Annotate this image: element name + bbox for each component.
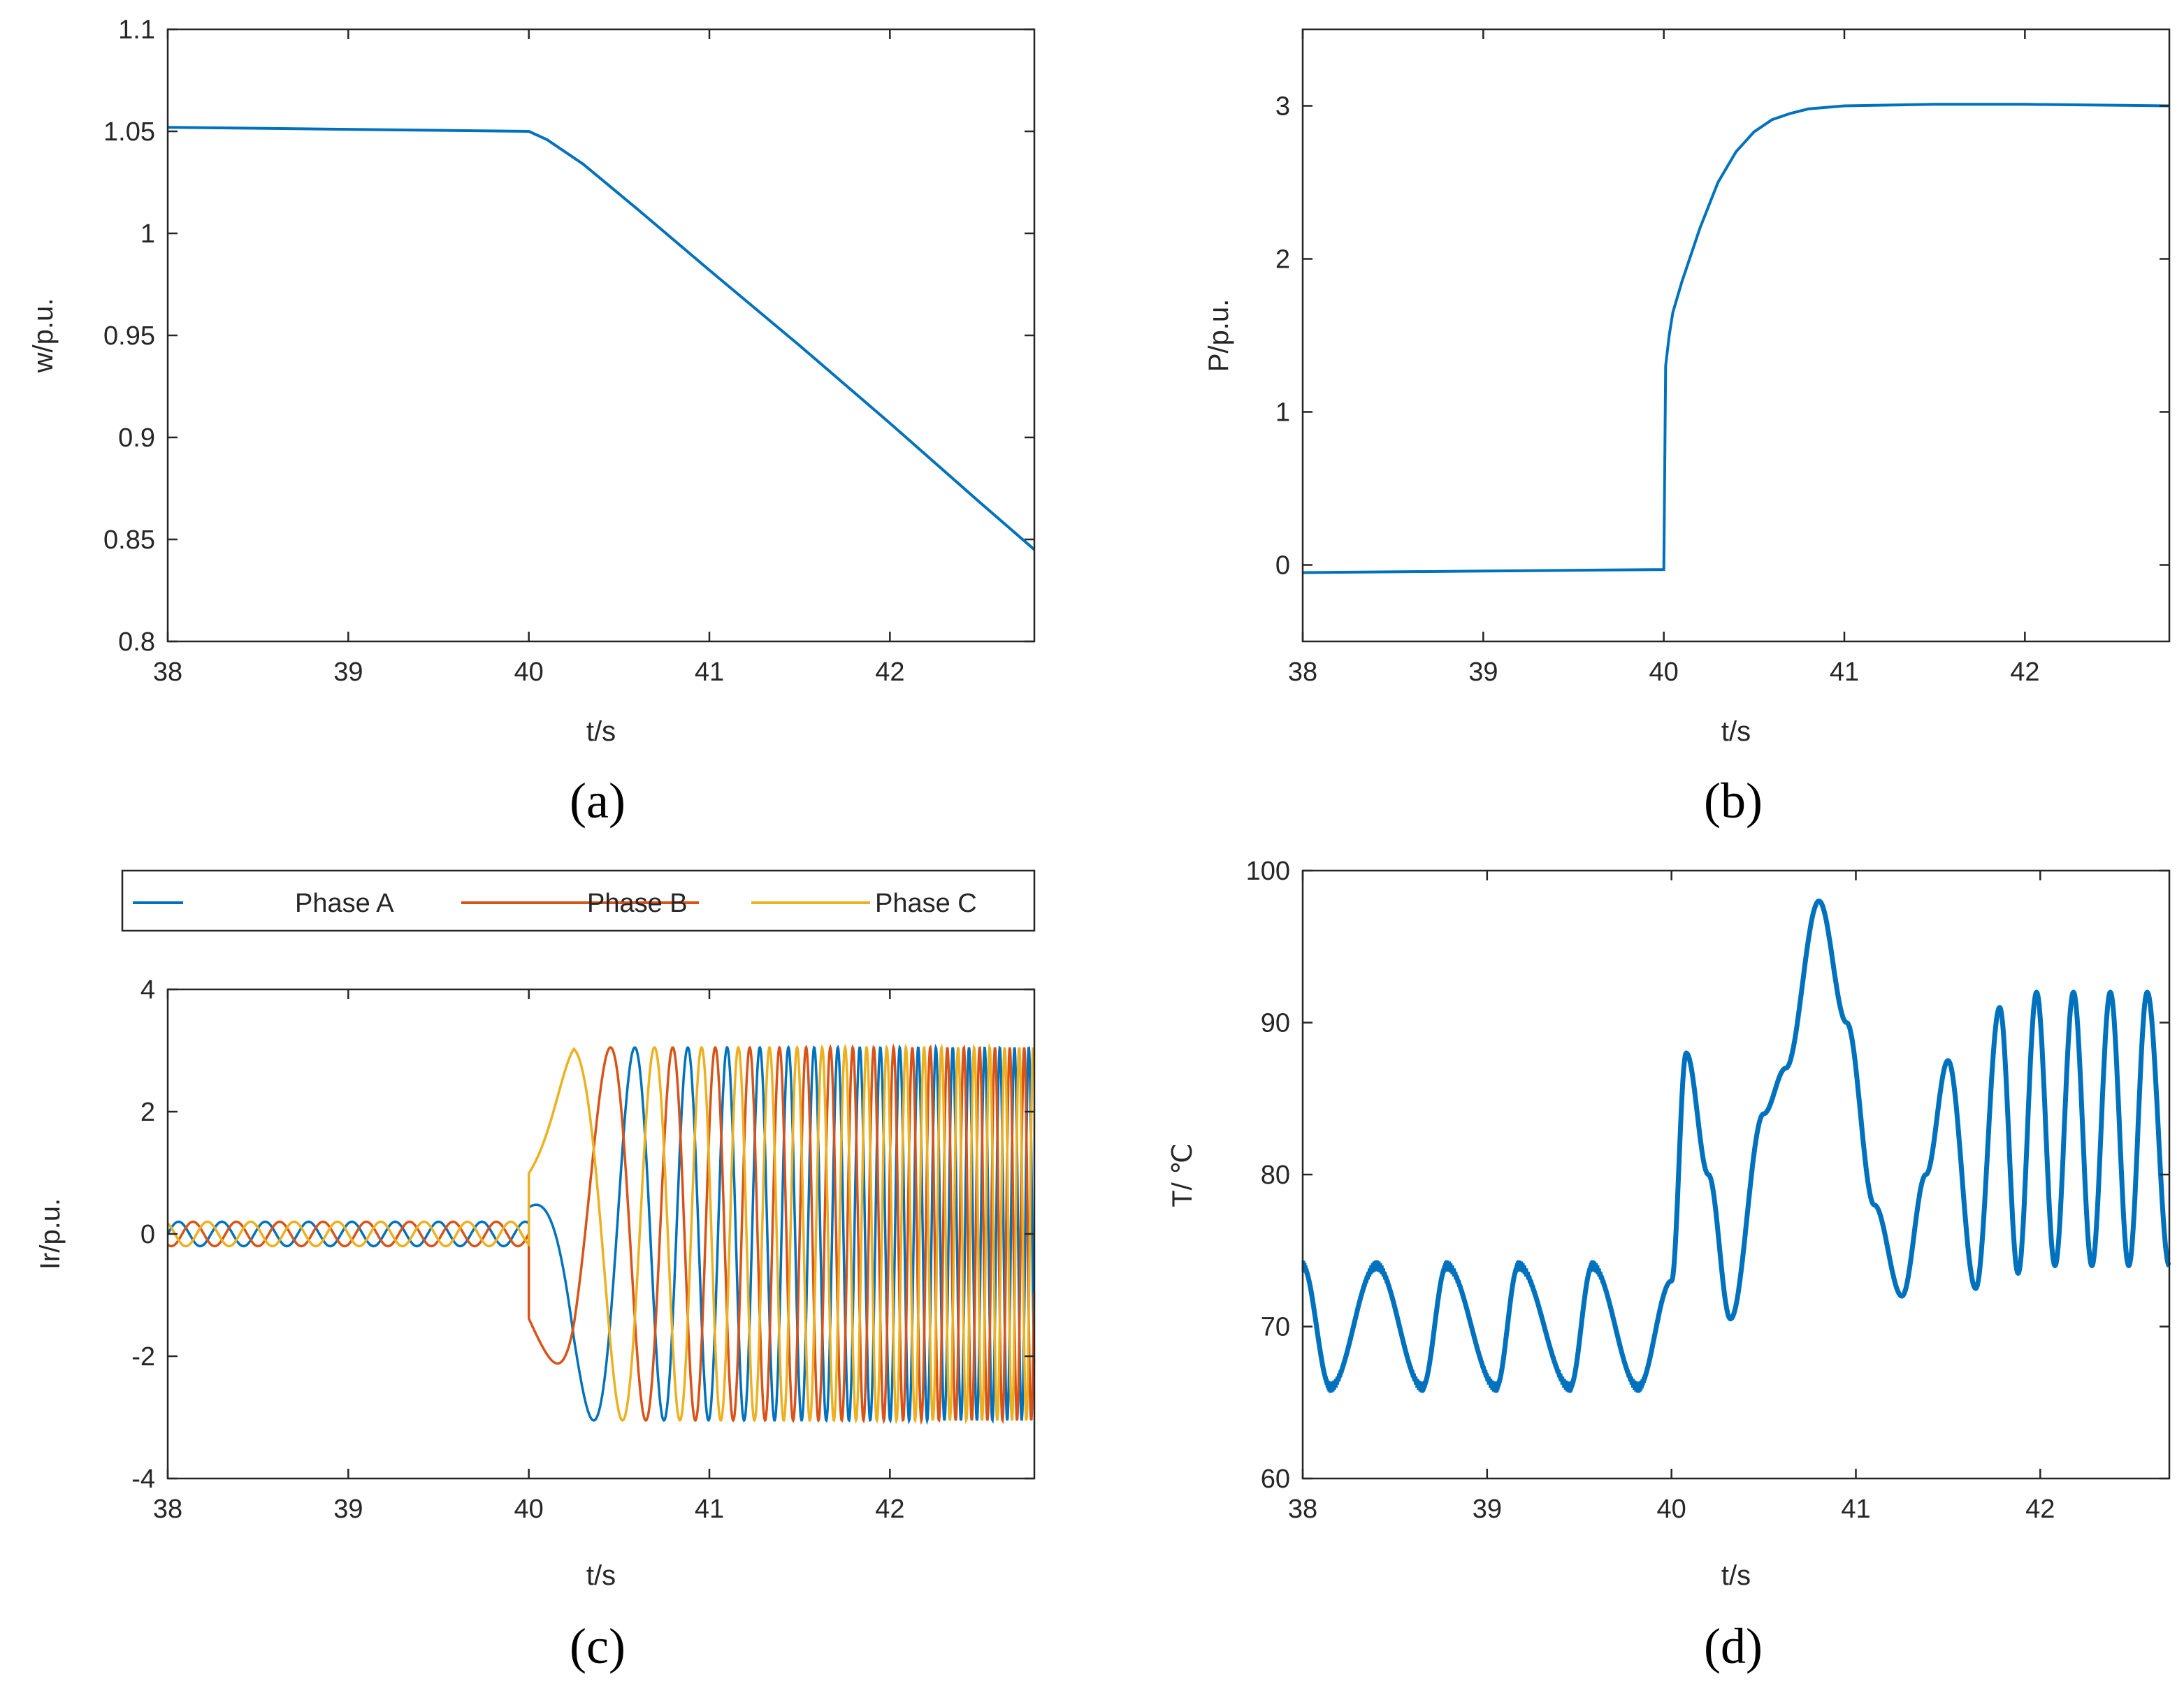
panel-d-axes-box — [1301, 869, 2171, 1480]
y-tick-label: 60 — [1261, 1465, 1290, 1494]
y-tick-label: 70 — [1261, 1313, 1290, 1342]
x-tick-label: 39 — [1468, 658, 1498, 687]
panel-c: Phase A Phase B Phase C 38 39 40 41 42 -4 -2 0 2… — [35, 869, 1036, 1674]
panel-b-marks — [1302, 103, 2170, 574]
panel-c-ylabel: Ir/p.u. — [35, 1198, 66, 1270]
x-tick-label: 41 — [695, 658, 724, 687]
x-tick-label: 42 — [875, 1495, 904, 1524]
x-tick-label: 38 — [1288, 1495, 1317, 1524]
series-line-phase-c — [166, 1042, 1036, 1425]
y-tick-label: 80 — [1261, 1161, 1290, 1190]
panel-b-ylabel: P/p.u. — [1203, 299, 1234, 372]
panel-a-ylabel: w/p.u. — [28, 298, 59, 374]
y-tick-label: 0.95 — [103, 321, 155, 351]
y-tick-label: 0 — [140, 1220, 155, 1249]
panel-c-legend: Phase A Phase B Phase C — [121, 869, 1036, 932]
panel-b-axes-box — [1301, 28, 2171, 643]
legend-phase-a-label: Phase A — [295, 889, 394, 918]
panel-b-xlabel: t/s — [1721, 716, 1751, 747]
panel-b-caption: (b) — [1704, 773, 1763, 829]
panel-c-xlabel: t/s — [586, 1560, 616, 1591]
x-tick-label: 38 — [1288, 658, 1317, 687]
x-tick-label: 40 — [1657, 1495, 1686, 1524]
series-noise-band — [1301, 1260, 1663, 1393]
x-tick-label: 38 — [153, 1495, 182, 1524]
y-tick-label: 2 — [1275, 245, 1290, 275]
panel-d-xlabel: t/s — [1721, 1560, 1751, 1591]
x-tick-label: 41 — [1830, 658, 1859, 687]
panel-d: 38 39 40 41 42 60 70 80 90 100 t/s T/ ℃ (d) — [1167, 857, 2171, 1674]
panel-c-ticks: 38 39 40 41 42 -4 -2 0 2 4 — [131, 975, 1034, 1524]
x-tick-label: 40 — [514, 658, 544, 687]
panel-a-axes-box — [166, 28, 1036, 643]
x-tick-label: 39 — [333, 658, 363, 687]
panel-b-ticks: 38 39 40 41 42 0 1 2 3 — [1275, 29, 2169, 687]
series-line — [167, 126, 1036, 551]
x-tick-label: 41 — [1841, 1495, 1870, 1524]
y-tick-label: 1.1 — [118, 15, 155, 45]
y-tick-label: 1 — [140, 219, 155, 249]
series-line — [1301, 899, 2171, 1390]
y-tick-label: -2 — [131, 1342, 155, 1372]
y-tick-label: 0.85 — [103, 525, 155, 555]
x-tick-label: 39 — [1473, 1495, 1502, 1524]
x-tick-label: 41 — [695, 1495, 724, 1524]
panel-a-ticks: 38 39 40 41 42 0.8 0.85 0.9 0.95 1 1.05 1.1 — [103, 15, 1034, 687]
panel-d-marks — [1301, 899, 2171, 1393]
series-line — [1302, 103, 2170, 574]
series-line-phase-b — [166, 1043, 1036, 1425]
panel-a-caption: (a) — [570, 773, 625, 829]
legend-phase-b-label: Phase B — [587, 889, 688, 918]
y-tick-label: 100 — [1246, 857, 1290, 886]
panel-d-ticks: 38 39 40 41 42 60 70 80 90 100 — [1246, 857, 2169, 1524]
x-tick-label: 42 — [2010, 658, 2039, 687]
y-tick-label: 0 — [1275, 551, 1290, 581]
x-tick-label: 40 — [1649, 658, 1679, 687]
y-tick-label: 90 — [1261, 1009, 1290, 1038]
x-tick-label: 38 — [153, 658, 182, 687]
x-tick-label: 40 — [514, 1495, 544, 1524]
panel-b: 38 39 40 41 42 0 1 2 3 t/s P/p.u. (b) — [1203, 28, 2171, 829]
x-tick-label: 39 — [333, 1495, 363, 1524]
panel-c-marks — [166, 1042, 1036, 1425]
y-tick-label: 0.8 — [118, 627, 155, 657]
panel-d-caption: (d) — [1704, 1618, 1763, 1674]
x-tick-label: 42 — [875, 658, 904, 687]
panel-a: 38 39 40 41 42 0.8 0.85 0.9 0.95 1 1.05 1.1 t/s w/p… — [28, 15, 1036, 829]
legend-phase-c-label: Phase C — [875, 889, 977, 918]
y-tick-label: 4 — [140, 975, 155, 1005]
series-line-phase-a — [166, 1043, 1036, 1425]
y-tick-label: 2 — [140, 1098, 155, 1127]
panel-a-xlabel: t/s — [586, 716, 616, 747]
panel-c-caption: (c) — [570, 1618, 625, 1674]
y-tick-label: 1 — [1275, 398, 1290, 428]
x-tick-label: 42 — [2025, 1495, 2055, 1524]
y-tick-label: 1.05 — [103, 117, 155, 147]
y-tick-label: -4 — [131, 1465, 155, 1494]
panel-a-marks — [167, 126, 1036, 551]
y-tick-label: 0.9 — [118, 423, 155, 453]
y-tick-label: 3 — [1275, 92, 1290, 122]
panel-d-ylabel: T/ ℃ — [1167, 1143, 1198, 1207]
panel-c-legend-box — [121, 869, 1036, 932]
